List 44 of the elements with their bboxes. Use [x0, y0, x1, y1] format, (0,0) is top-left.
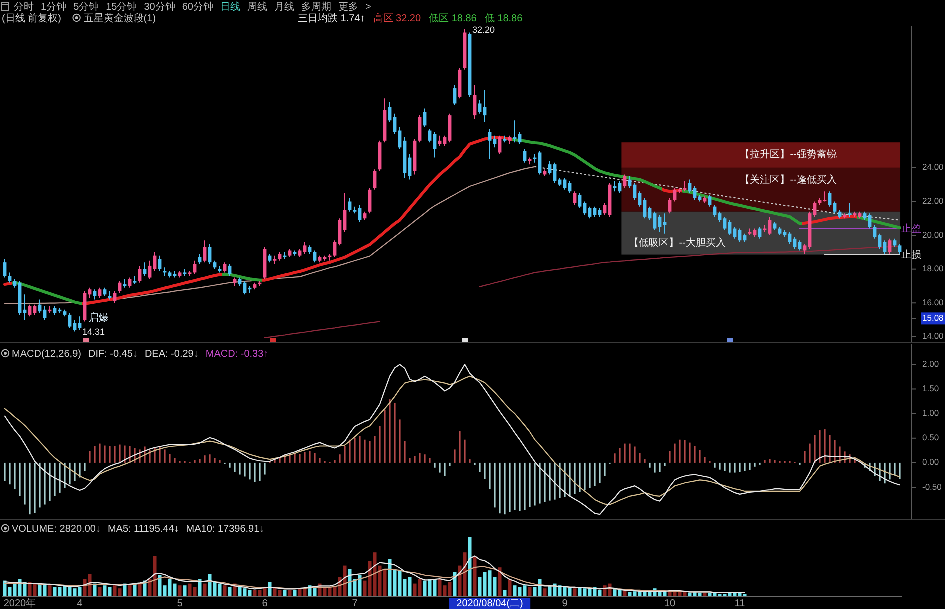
- x-tick-label: 9: [562, 598, 568, 609]
- x-tick-label: 5: [177, 598, 184, 609]
- series-label: 止损: [902, 248, 922, 260]
- x-tick-label: 6: [262, 598, 268, 609]
- y-tick-label: 1.50: [922, 383, 940, 394]
- y-tick-label: 24.00: [922, 162, 944, 172]
- text: 五星黄金波段(1): [84, 12, 156, 24]
- y-tick-label: 0.00: [922, 457, 940, 468]
- annotation: 14.31: [82, 328, 106, 338]
- text: 三日均跌 1.74↑: [298, 12, 366, 24]
- text: MA5: 11195.44↓: [108, 524, 180, 535]
- band-label: 【拉升区】--强势蓄锐: [740, 148, 837, 160]
- y-tick-label: 16.00: [922, 297, 944, 308]
- y-tick-label: 18.00: [922, 264, 944, 274]
- series-label: 止盈: [902, 222, 922, 234]
- annotation: MACD: -0.33↑: [206, 349, 269, 360]
- text: 低区 18.86: [429, 14, 478, 24]
- annotation: DIF: -0.45↓: [88, 349, 138, 360]
- y-tick-label: 15.08: [922, 312, 944, 323]
- text: (日线 前复权): [2, 12, 62, 24]
- text: 分时 1分钟 5分钟 15分钟 30分钟 60分钟 日线 周线 月线 多周期 更多 >: [14, 2, 372, 13]
- y-tick-label: -0.50: [922, 482, 942, 492]
- text: MACD(12,26,9): [12, 349, 82, 360]
- text: 高区 32.20: [373, 12, 422, 24]
- x-tick-label: 2020/08/04(二): [456, 598, 524, 609]
- x-tick-label: 4: [77, 598, 84, 609]
- annotation: 启爆: [89, 312, 109, 324]
- x-tick-label: 11: [734, 598, 746, 609]
- y-tick-label: 1.00: [922, 408, 940, 418]
- y-tick-label: 14.00: [922, 331, 944, 342]
- chart-title: VOLUME: 2820.00↓: [12, 524, 101, 535]
- text: MA10: 17396.91↓: [186, 524, 265, 535]
- band-label: 【关注区】--逢低买入: [740, 174, 837, 186]
- annotation: 32.20: [472, 25, 496, 36]
- y-tick-label: 0.50: [922, 432, 940, 443]
- x-tick-label: 7: [352, 598, 358, 609]
- annotation: DEA: -0.29↓: [144, 349, 199, 360]
- text: 低 18.86: [484, 14, 524, 24]
- x-tick-label: 10: [664, 598, 676, 609]
- x-tick-label: 2020年: [4, 598, 36, 609]
- band-label: 【低吸区】--大胆买入: [629, 236, 726, 249]
- y-tick-label: 20.00: [922, 230, 944, 240]
- y-tick-label: 2.00: [922, 358, 940, 369]
- y-tick-label: 22.00: [922, 196, 944, 206]
